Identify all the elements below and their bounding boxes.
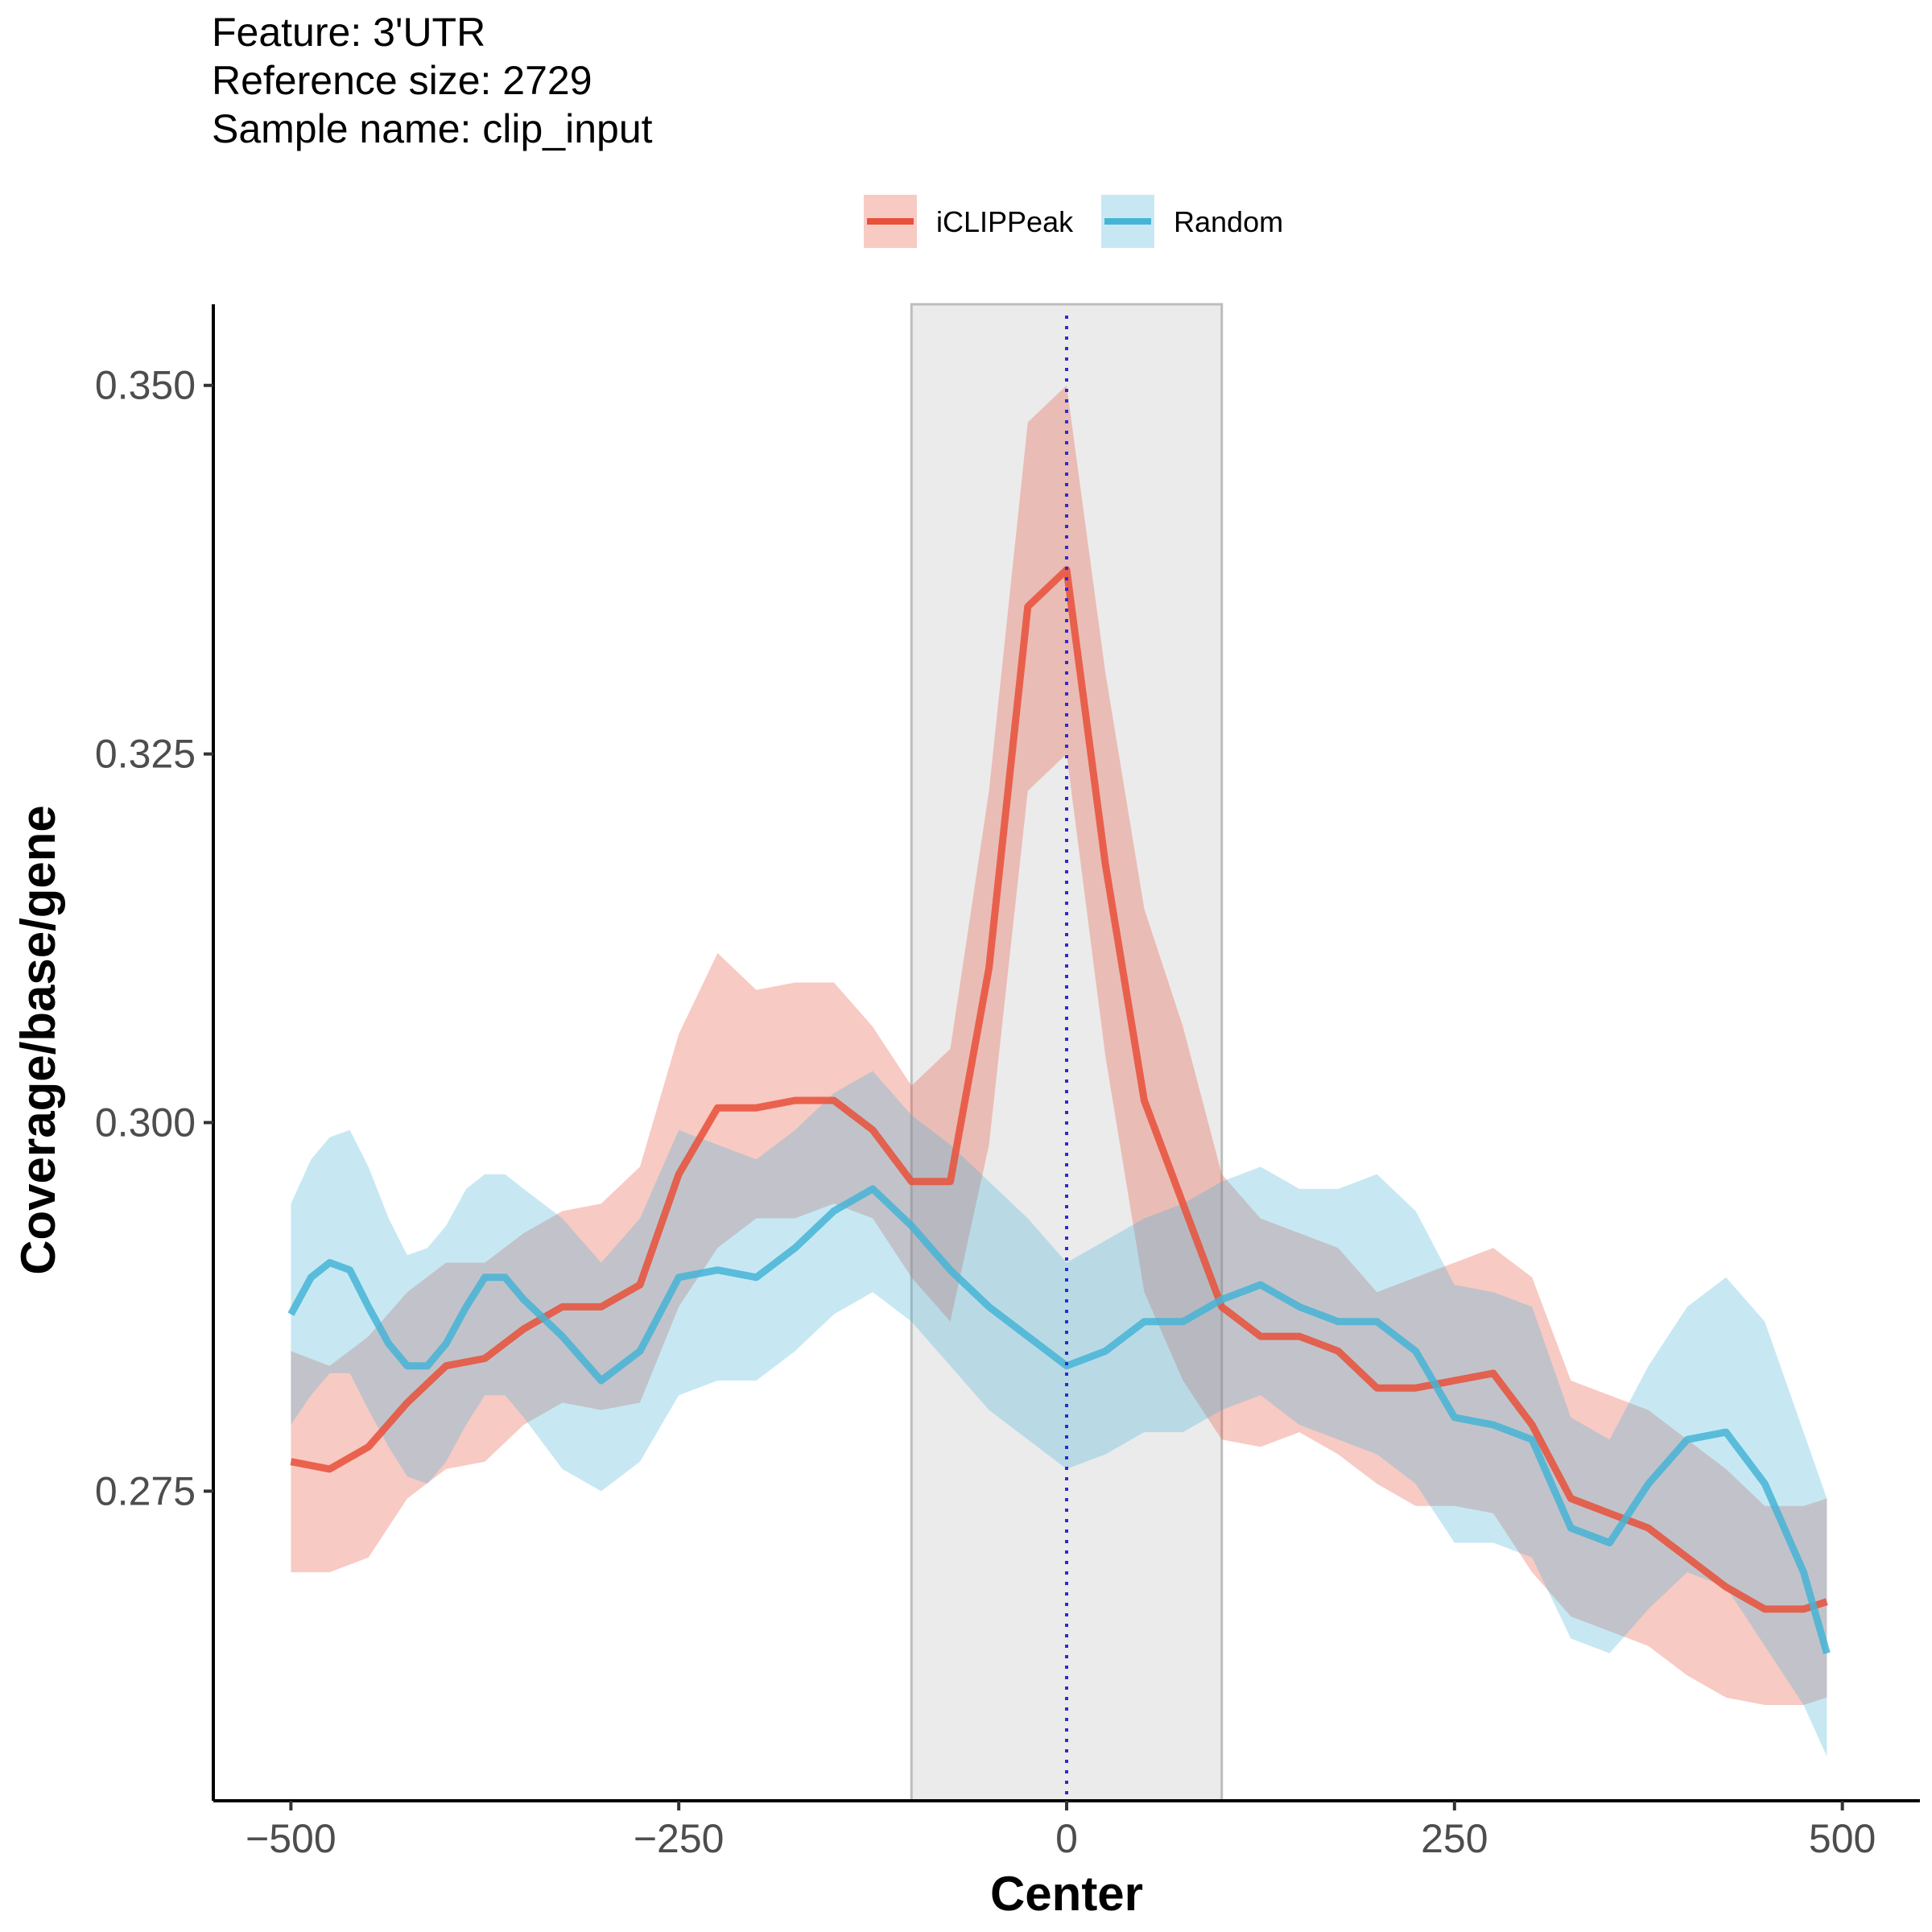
y-axis-title: Coverage/base/gene: [11, 805, 65, 1275]
x-tick-label: 500: [1809, 1816, 1876, 1861]
legend: iCLIPPeak Random: [864, 195, 1283, 248]
x-tick-label: 0: [1055, 1816, 1078, 1861]
y-tick-label: 0.300: [95, 1100, 196, 1145]
line-random: [287, 1185, 1831, 1655]
x-tick-label: −500: [246, 1816, 336, 1861]
y-tick-label: 0.350: [95, 363, 196, 408]
feature-label: Feature: 3'UTR: [212, 10, 486, 55]
legend-label-random: Random: [1174, 205, 1283, 238]
band-random: [291, 1071, 1827, 1757]
x-tick-label: −250: [634, 1816, 724, 1861]
y-tick-label: 0.275: [95, 1468, 196, 1513]
x-axis-title: Center: [990, 1867, 1143, 1921]
x-tick-label: 250: [1421, 1816, 1488, 1861]
legend-label-iclippeak: iCLIPPeak: [936, 205, 1074, 238]
reference-size-label: Reference size: 2729: [212, 58, 592, 103]
plot-area: 0.275 0.300 0.325 0.350 −500 −250 0 250 500: [95, 303, 1920, 1861]
chart-header: Feature: 3'UTR Reference size: 2729 Samp…: [212, 8, 653, 153]
y-tick-label: 0.325: [95, 732, 196, 777]
band-iclippeak: [291, 385, 1827, 1706]
sample-name-label: Sample name: clip_input: [212, 106, 653, 151]
